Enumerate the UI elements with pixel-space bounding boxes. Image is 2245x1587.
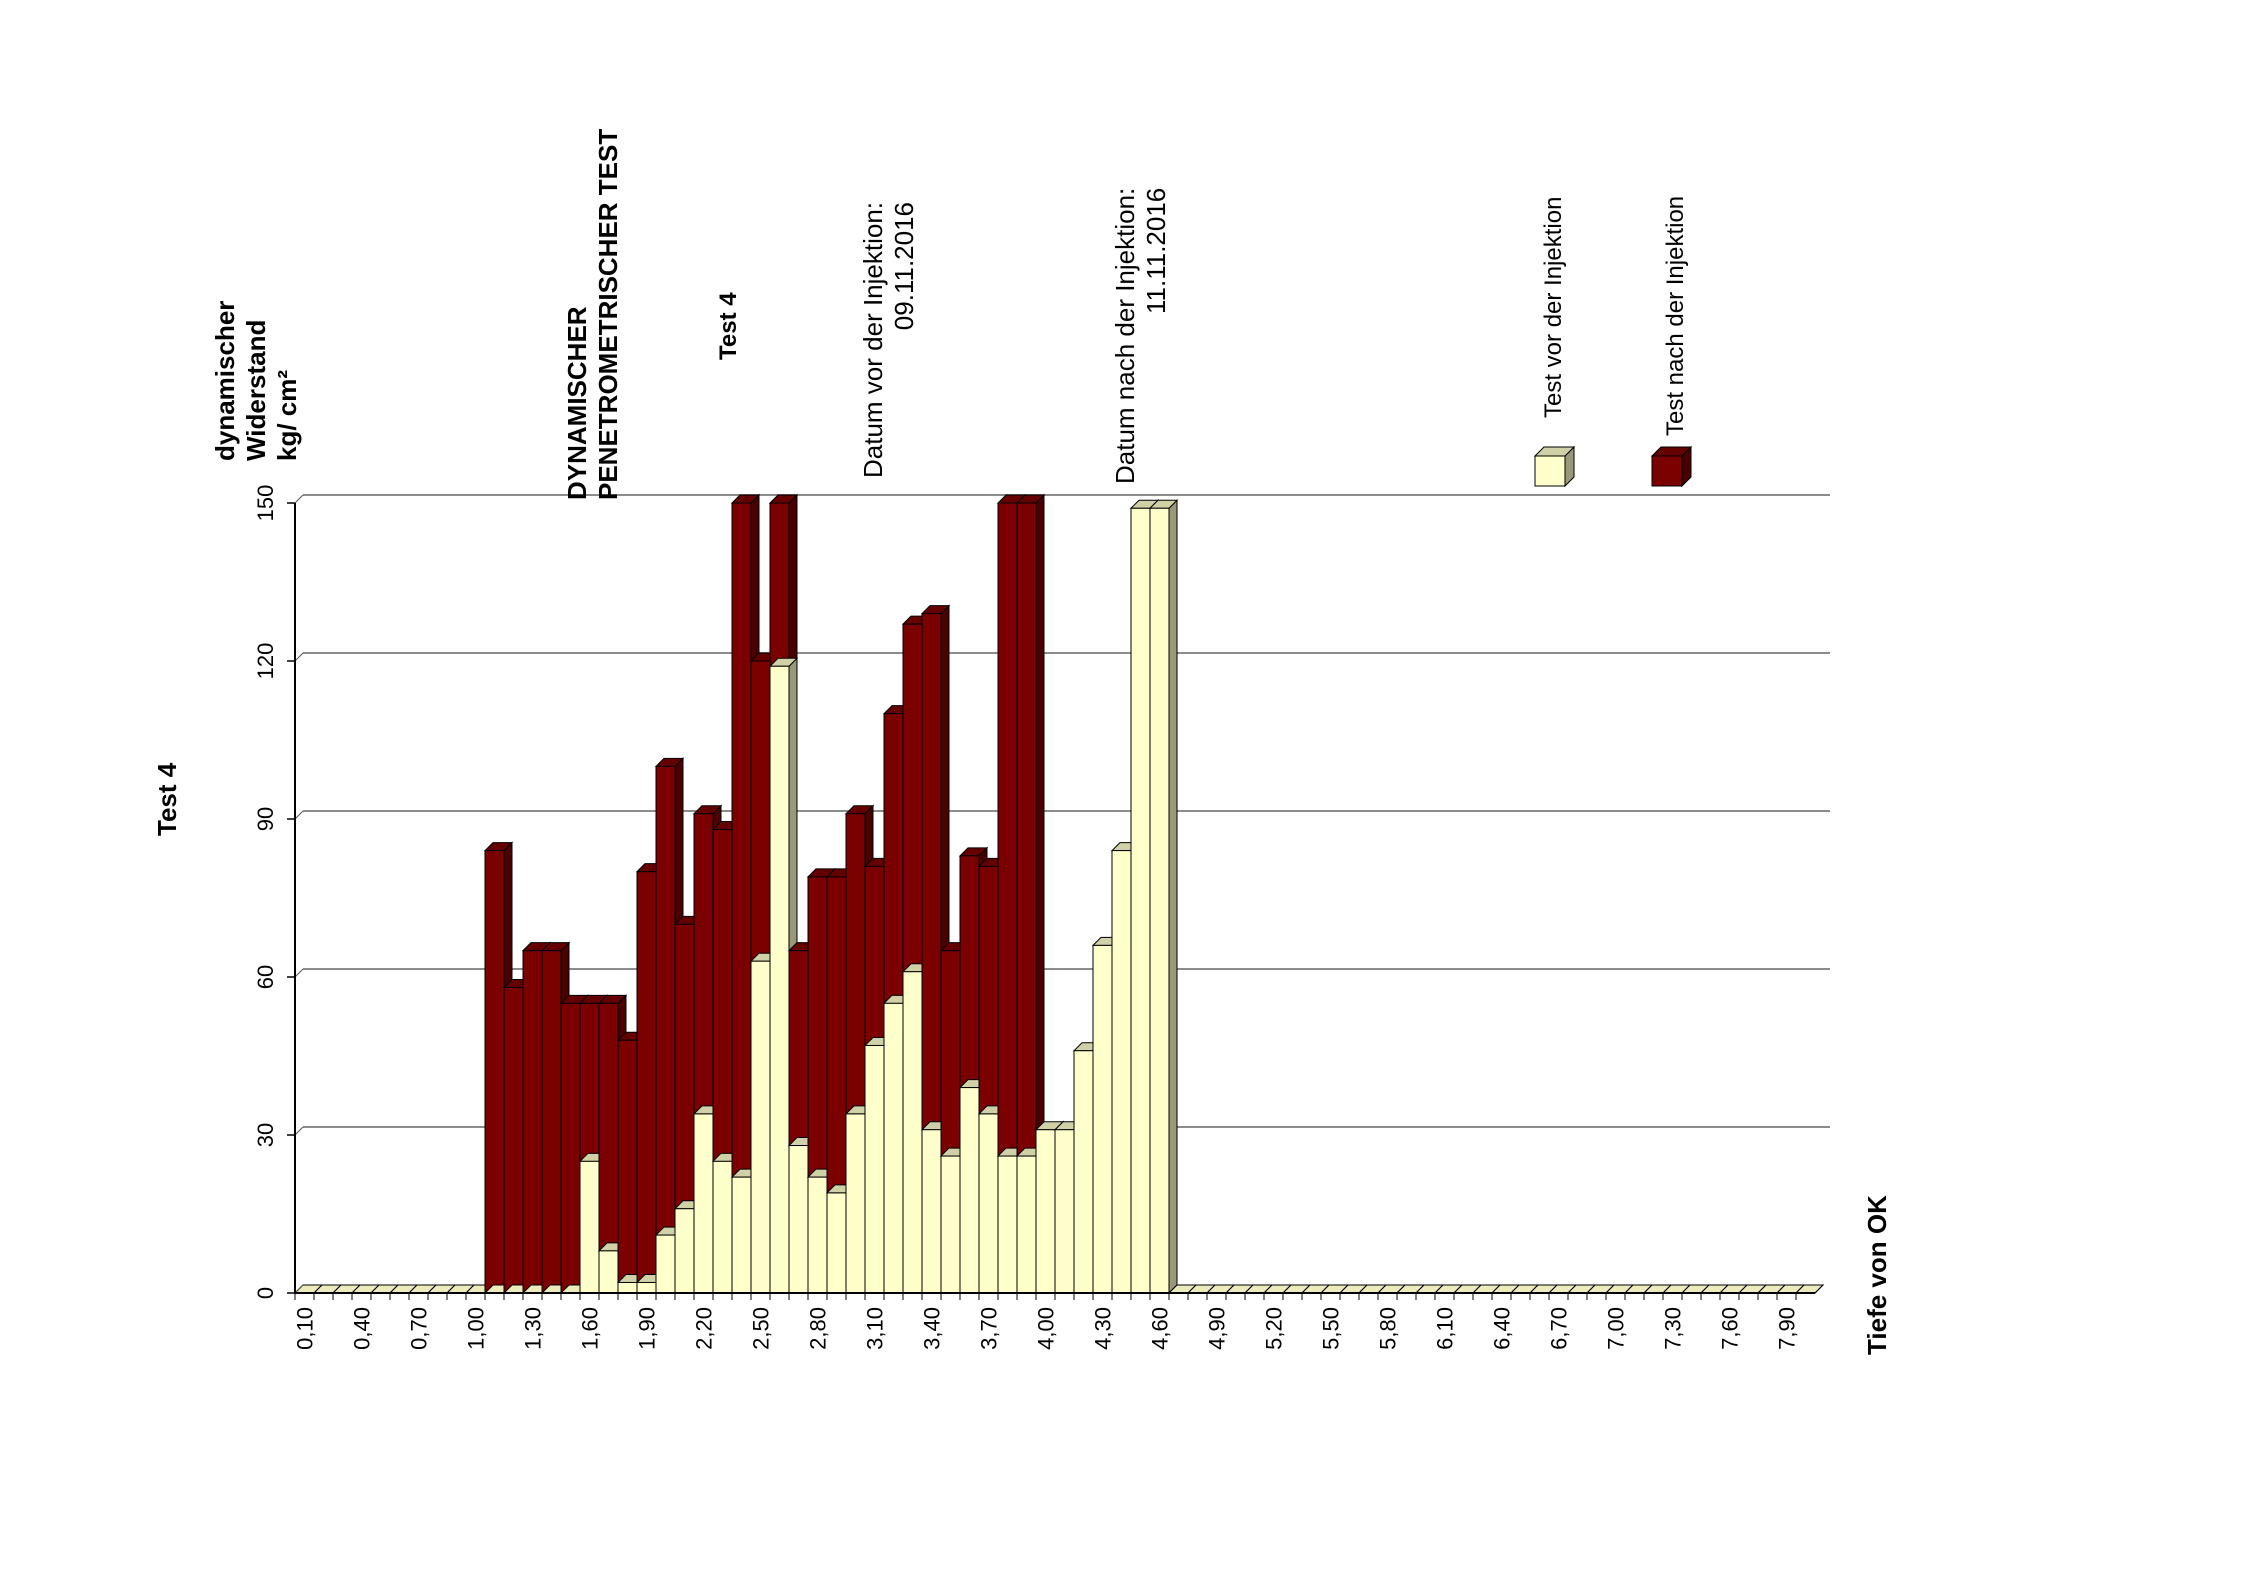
bar: [921, 1129, 942, 1294]
bar: [1016, 1155, 1037, 1294]
x-tick-label: 3,10: [863, 1307, 888, 1350]
bar: [997, 1155, 1018, 1294]
bar: [978, 1113, 999, 1294]
x-tick-label: 2,50: [749, 1307, 774, 1350]
test-subtitle: Test 4: [715, 292, 742, 360]
y-tick-label: 90: [253, 807, 278, 831]
x-tick-label: 7,30: [1661, 1307, 1686, 1350]
bar: [617, 1281, 638, 1294]
bar: [1092, 944, 1113, 1294]
x-tick-label: 6,40: [1490, 1307, 1515, 1350]
bar: [788, 1145, 809, 1294]
y-tick-connector: [294, 652, 304, 662]
x-tick-label: 3,40: [920, 1307, 945, 1350]
legend-label-after: Test nach der Injektion: [1662, 195, 1689, 436]
bar: [826, 1192, 847, 1294]
legend-layer: [1533, 445, 1693, 488]
bar: [1054, 1129, 1075, 1294]
y-tick-connector: [294, 494, 304, 504]
legend-swatch-before: [1534, 455, 1566, 487]
test-title: DYNAMISCHER PENETROMETRISCHER TEST: [562, 128, 624, 500]
bar: [617, 1039, 638, 1294]
axis-layer: 0 30 60 90 120 150 0,10 0,40 0,70 1,00 1,30 1,60 1,9…: [253, 485, 1824, 1350]
y-axis-label: dynamischer Widerstand kg/ cm²: [210, 300, 303, 461]
y-tick-connector: [294, 810, 304, 820]
y-tick-connector: [294, 1284, 304, 1294]
x-tick-label: 5,20: [1262, 1307, 1287, 1350]
bar: [674, 1208, 695, 1294]
x-tick-label: 2,20: [692, 1307, 717, 1350]
bar: [1073, 1050, 1094, 1294]
bar: [579, 1160, 600, 1294]
bar-layer: [293, 493, 1825, 1295]
x-tick-label: 6,10: [1433, 1307, 1458, 1350]
x-tick-label: 0,70: [407, 1307, 432, 1350]
x-tick-label: 0,40: [350, 1307, 375, 1350]
x-axis-end: [1814, 1284, 1824, 1294]
bar: [598, 1250, 619, 1294]
x-tick-label: 7,90: [1775, 1307, 1800, 1350]
x-tick-label: 5,80: [1376, 1307, 1401, 1350]
bar: [484, 850, 505, 1294]
chart-title: Test 4: [152, 762, 182, 836]
x-tick-label: 7,60: [1718, 1307, 1743, 1350]
bar: [1111, 850, 1132, 1294]
bar: [712, 1160, 733, 1294]
x-tick-label: 2,80: [806, 1307, 831, 1350]
bar: [959, 1087, 980, 1294]
x-tick-label: 4,30: [1091, 1307, 1116, 1350]
x-tick-label: 4,90: [1205, 1307, 1230, 1350]
bar: [636, 871, 657, 1294]
date-before-injection: Datum vor der Injektion: 09.11.2016: [858, 201, 920, 478]
bar: [655, 1234, 676, 1294]
x-tick-label: 0,10: [293, 1307, 318, 1350]
y-tick-label: 150: [253, 485, 278, 522]
y-tick-connector: [294, 1126, 304, 1136]
x-tick-label: 1,30: [521, 1307, 546, 1350]
bar: [522, 950, 543, 1294]
x-axis-label: Tiefe von OK: [1862, 1195, 1892, 1355]
legend-swatch-after: [1651, 455, 1683, 487]
bar-side: [1168, 499, 1178, 1295]
date-after-injection: Datum nach der Injektion: 11.11.2016: [1110, 187, 1172, 484]
y-tick-label: 30: [253, 1123, 278, 1147]
x-tick-label: 6,70: [1547, 1307, 1572, 1350]
y-tick-label: 0: [253, 1287, 278, 1299]
bar: [1035, 1129, 1056, 1294]
x-tick-label: 7,00: [1604, 1307, 1629, 1350]
bar: [636, 1281, 657, 1294]
bar: [1149, 507, 1170, 1294]
x-tick-label: 5,50: [1319, 1307, 1344, 1350]
bar: [845, 1113, 866, 1294]
bar: [864, 1044, 885, 1294]
x-tick-label: 1,00: [464, 1307, 489, 1350]
x-tick-label: 1,90: [635, 1307, 660, 1350]
bar: [693, 1113, 714, 1294]
x-tick-label: 4,60: [1148, 1307, 1173, 1350]
bar: [902, 971, 923, 1294]
bar: [1130, 507, 1151, 1294]
bar: [541, 950, 562, 1294]
bar: [807, 1176, 828, 1294]
x-tick-label: 1,60: [578, 1307, 603, 1350]
y-tick-connector: [294, 968, 304, 978]
legend-label-before: Test vor der Injektion: [1540, 196, 1567, 418]
bar: [750, 960, 771, 1294]
y-tick-label: 120: [253, 643, 278, 680]
bar: [769, 665, 790, 1294]
x-tick-label: 4,00: [1034, 1307, 1059, 1350]
bar: [940, 1155, 961, 1294]
bar: [731, 1176, 752, 1294]
bar: [883, 1002, 904, 1294]
bar: [503, 987, 524, 1294]
bar: [655, 765, 676, 1294]
bar: [560, 1002, 581, 1294]
x-tick-label: 3,70: [977, 1307, 1002, 1350]
y-tick-label: 60: [253, 965, 278, 989]
